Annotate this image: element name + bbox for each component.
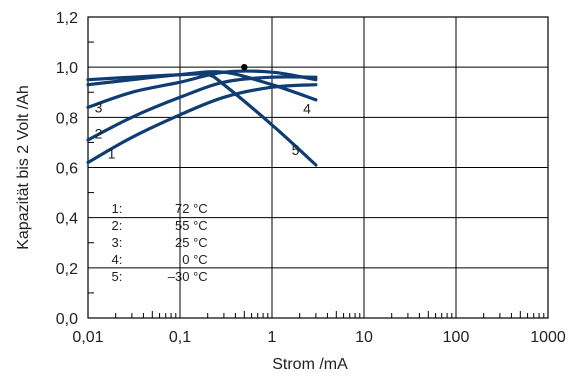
legend-key: 4: <box>111 252 122 267</box>
legend-key: 3: <box>111 235 122 250</box>
series-line-2 <box>86 75 318 142</box>
series-labels: 12 3 4 5 <box>95 99 311 161</box>
marker-group <box>241 63 248 71</box>
legend-value: 25 °C <box>175 235 208 250</box>
minor-ticks <box>88 41 545 318</box>
series-label-5: 5 <box>292 142 300 158</box>
y-tick-label: 0,6 <box>56 161 78 178</box>
series-label-4: 4 <box>303 101 311 117</box>
x-tick-label: 10 <box>355 329 373 346</box>
x-axis-title: Strom /mA <box>272 356 348 373</box>
legend-key: 5: <box>111 269 122 284</box>
series-label-1: 1 <box>108 146 116 162</box>
series-line-5 <box>86 72 318 167</box>
series-label-3: 3 <box>95 99 103 115</box>
y-tick-label: 1,0 <box>56 60 78 77</box>
x-tick-label: 0,01 <box>72 329 103 346</box>
legend-value: 72 °C <box>175 201 208 216</box>
legend-value: 55 °C <box>175 218 208 233</box>
x-tick-label: 100 <box>443 329 470 346</box>
x-tick-label: 1000 <box>530 329 566 346</box>
y-tick-label: 0,8 <box>56 110 78 127</box>
series-line-4 <box>86 70 318 102</box>
series-line-3 <box>86 69 318 109</box>
x-tick-labels: 0,01 0,1 1 10 100 1000 <box>72 329 565 346</box>
legend-value: 0 °C <box>182 252 207 267</box>
grid <box>88 17 548 318</box>
legend-key: 1: <box>111 201 122 216</box>
series-group <box>86 69 318 167</box>
y-tick-labels: 0,0 0,2 0,4 0,6 0,8 1,0 1,2 <box>56 10 78 328</box>
x-tick-label: 0,1 <box>169 329 191 346</box>
legend: 1: 72 °C 2: 55 °C 3: 25 °C 4: 0 °C 5: –30 °C <box>111 201 207 284</box>
plot-frame <box>87 16 549 319</box>
data-point-marker <box>241 63 248 71</box>
legend-key: 2: <box>111 218 122 233</box>
series-label-2: 2 <box>95 126 103 142</box>
y-tick-label: 0,4 <box>56 211 78 228</box>
y-tick-label: 0,2 <box>56 261 78 278</box>
x-tick-label: 1 <box>268 329 277 346</box>
y-axis-title: Kapazität bis 2 Volt /Ah <box>15 85 32 250</box>
y-tick-label: 1,2 <box>56 10 78 27</box>
y-tick-label: 0,0 <box>56 311 78 328</box>
legend-value: –30 °C <box>168 269 208 284</box>
